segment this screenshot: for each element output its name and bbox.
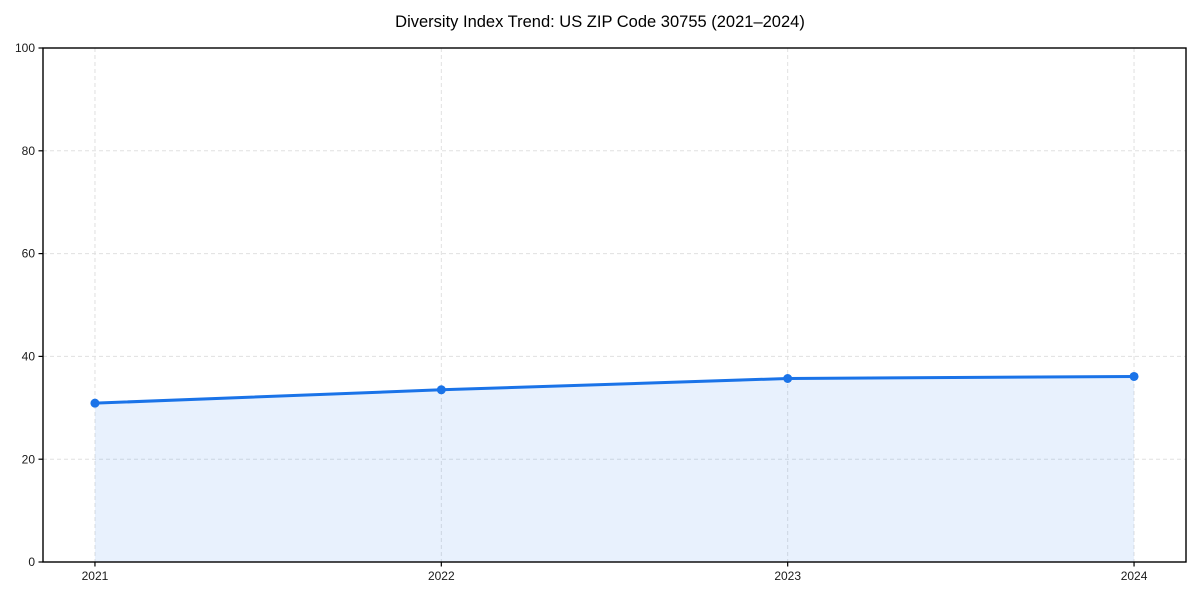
y-tick-label: 40 [22, 349, 36, 363]
y-tick-label: 80 [22, 144, 36, 158]
data-point-marker [90, 398, 100, 408]
x-tick-label: 2024 [1121, 569, 1148, 583]
data-point-marker [436, 385, 446, 395]
chart-title: Diversity Index Trend: US ZIP Code 30755… [395, 13, 805, 31]
plot-border [42, 47, 1187, 563]
data-point-marker [1129, 371, 1139, 381]
x-tick-label: 2023 [774, 569, 801, 583]
trend-line [93, 374, 1136, 405]
y-tick-label: 100 [15, 41, 35, 55]
y-tick-label: 60 [22, 247, 36, 261]
x-tick-label: 2022 [428, 569, 455, 583]
data-point-marker [783, 374, 793, 384]
x-tick-label: 2021 [82, 569, 109, 583]
y-tick-label: 20 [22, 452, 36, 466]
area-fill [94, 376, 1135, 562]
y-tick-label: 0 [28, 555, 35, 569]
